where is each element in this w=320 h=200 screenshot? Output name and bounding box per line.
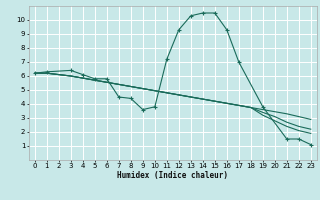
X-axis label: Humidex (Indice chaleur): Humidex (Indice chaleur) [117,171,228,180]
